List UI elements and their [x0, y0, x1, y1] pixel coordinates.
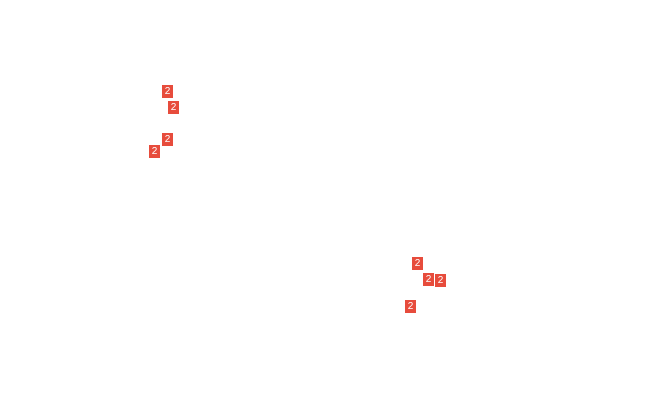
count-marker[interactable]: 2 — [405, 300, 416, 313]
count-marker[interactable]: 2 — [168, 101, 179, 114]
count-marker[interactable]: 2 — [412, 257, 423, 270]
count-marker[interactable]: 2 — [149, 145, 160, 158]
count-marker[interactable]: 2 — [423, 273, 434, 286]
count-marker[interactable]: 2 — [162, 133, 173, 146]
count-marker[interactable]: 2 — [435, 274, 446, 287]
count-marker[interactable]: 2 — [162, 85, 173, 98]
